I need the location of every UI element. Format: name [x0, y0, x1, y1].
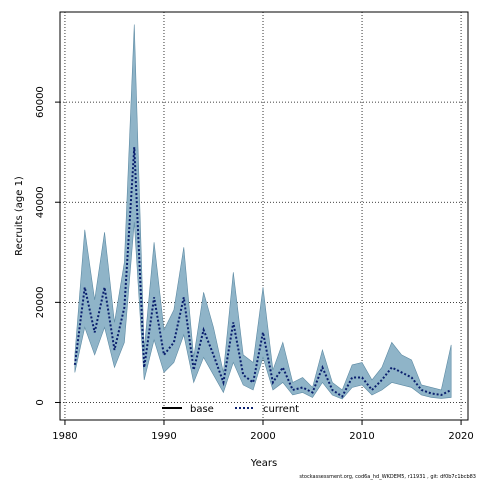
- x-tick-label: 2010: [349, 431, 374, 442]
- axes: 1980 1990 2000 2010 2020 0 20000 40000 60000: [35, 86, 474, 442]
- x-tick-label: 1980: [52, 431, 77, 442]
- x-tick-label: 1990: [151, 431, 176, 442]
- legend-label-current: current: [263, 404, 299, 415]
- y-tick-label: 20000: [35, 286, 46, 318]
- y-tick-label: 40000: [35, 186, 46, 218]
- legend: base current: [162, 404, 299, 415]
- legend-label-base: base: [190, 404, 214, 415]
- x-axis-label: Years: [250, 458, 277, 469]
- plot-frame: [59, 11, 469, 421]
- footnote: stockassessment.org, cod6a_hd_WKDEM5, r1…: [299, 474, 476, 480]
- y-axis-label: Recruits (age 1): [14, 176, 25, 256]
- series-line-current: [73, 147, 452, 398]
- y-tick-label: 60000: [35, 86, 46, 118]
- x-tick-label: 2000: [250, 431, 275, 442]
- x-tick-label: 2020: [448, 431, 473, 442]
- ci-band: [74, 24, 452, 400]
- confidence-band: [74, 24, 452, 400]
- series-lines: [73, 147, 452, 398]
- y-tick-label: 0: [35, 399, 46, 405]
